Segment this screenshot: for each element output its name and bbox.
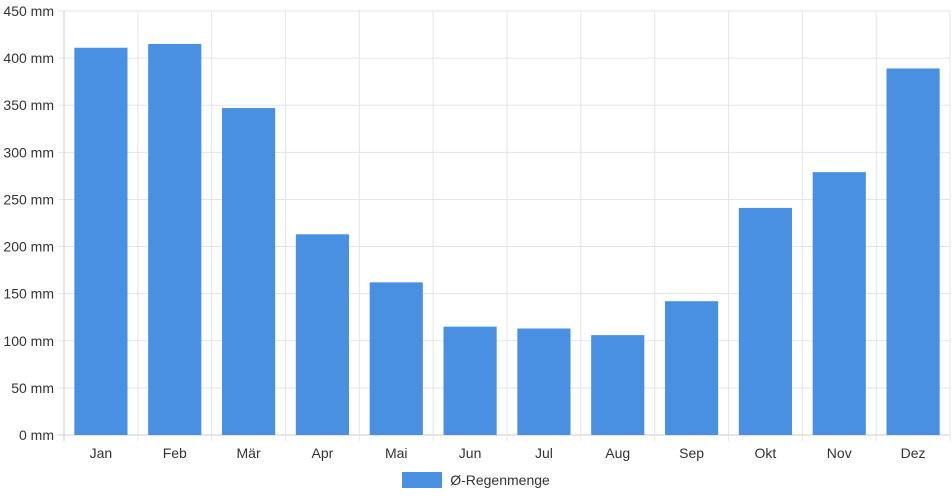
x-tick-label: Jun	[459, 445, 482, 461]
bar	[222, 108, 276, 435]
x-tick-label: Okt	[755, 445, 777, 461]
bar	[369, 282, 423, 435]
bar	[665, 301, 719, 435]
x-tick-label: Sep	[679, 445, 704, 461]
bar	[812, 172, 866, 435]
y-tick-label: 300 mm	[3, 144, 54, 160]
y-tick-label: 450 mm	[3, 3, 54, 19]
y-tick-label: 350 mm	[3, 97, 54, 113]
bar	[74, 47, 128, 435]
x-tick-label: Nov	[827, 445, 852, 461]
y-tick-label: 0 mm	[19, 427, 54, 443]
bar	[591, 335, 645, 435]
bar	[443, 326, 497, 435]
bar	[295, 234, 349, 435]
x-tick-label: Aug	[605, 445, 630, 461]
bar	[738, 207, 792, 435]
x-tick-label: Jul	[535, 445, 553, 461]
bar	[886, 68, 940, 435]
y-tick-label: 250 mm	[3, 191, 54, 207]
x-tick-label: Dez	[901, 445, 926, 461]
y-tick-label: 100 mm	[3, 333, 54, 349]
x-tick-label: Apr	[312, 445, 334, 461]
x-tick-label: Jan	[90, 445, 113, 461]
y-tick-label: 50 mm	[11, 380, 54, 396]
legend-label: Ø-Regenmenge	[450, 472, 550, 488]
bar	[148, 43, 202, 435]
bar	[517, 328, 571, 435]
x-tick-label: Mai	[385, 445, 408, 461]
x-tick-label: Feb	[163, 445, 187, 461]
y-tick-label: 200 mm	[3, 239, 54, 255]
x-tick-label: Mär	[237, 445, 261, 461]
y-tick-label: 400 mm	[3, 50, 54, 66]
chart-canvas: 0 mm 50 mm 100 mm 150 mm 200 mm 250 mm 300 mm 3…	[3, 3, 951, 461]
legend: Ø-Regenmenge	[0, 472, 952, 488]
y-tick-label: 150 mm	[3, 286, 54, 302]
legend-swatch	[402, 472, 443, 488]
